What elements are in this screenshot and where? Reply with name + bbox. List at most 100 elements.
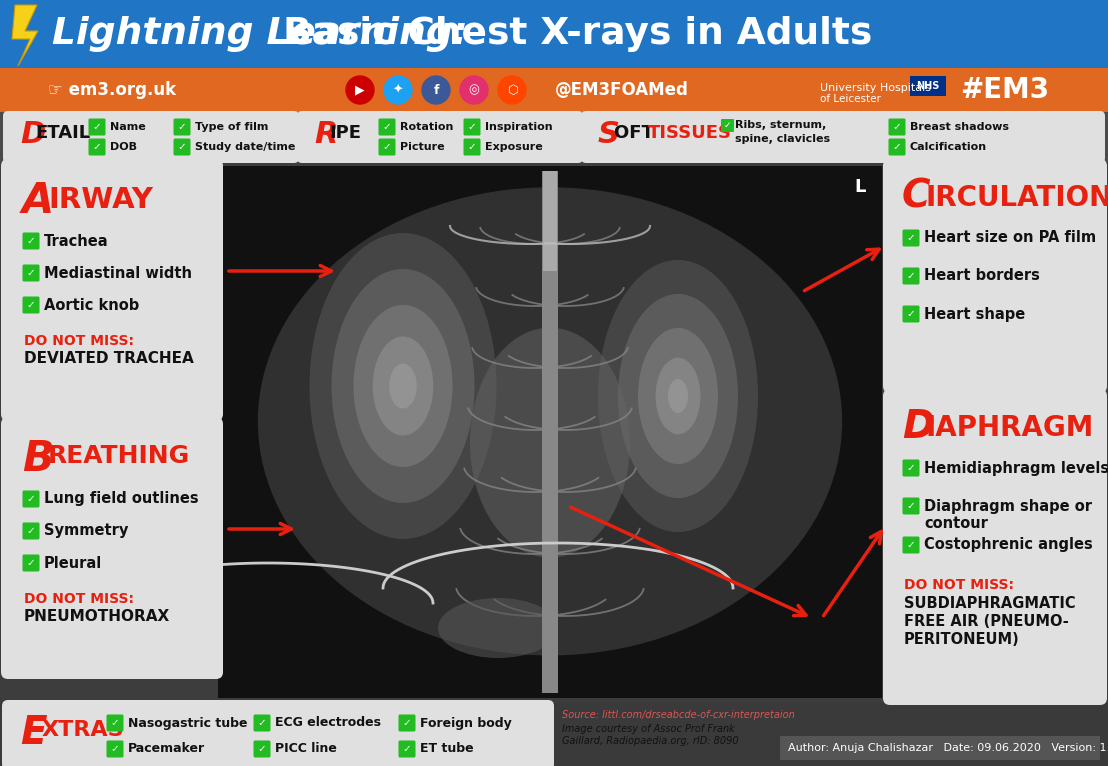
Circle shape <box>346 76 375 104</box>
Text: DEVIATED TRACHEA: DEVIATED TRACHEA <box>24 351 194 366</box>
Ellipse shape <box>309 233 496 539</box>
Text: ET tube: ET tube <box>420 742 473 755</box>
Text: ECG electrodes: ECG electrodes <box>275 716 381 729</box>
Text: ✓: ✓ <box>27 494 35 504</box>
FancyBboxPatch shape <box>883 389 1107 705</box>
Text: TISSUES: TISSUES <box>648 124 732 142</box>
Text: PICC line: PICC line <box>275 742 337 755</box>
FancyBboxPatch shape <box>22 233 40 250</box>
Text: DO NOT MISS:: DO NOT MISS: <box>24 592 134 606</box>
FancyBboxPatch shape <box>297 111 583 163</box>
Bar <box>218 166 882 698</box>
FancyBboxPatch shape <box>22 522 40 539</box>
Ellipse shape <box>656 358 700 434</box>
Text: Picture: Picture <box>400 142 444 152</box>
Circle shape <box>497 76 526 104</box>
Bar <box>0 702 1108 766</box>
Circle shape <box>422 76 450 104</box>
Ellipse shape <box>618 294 738 498</box>
FancyBboxPatch shape <box>903 306 920 322</box>
Text: C: C <box>902 178 931 216</box>
Text: spine, clavicles: spine, clavicles <box>735 134 830 144</box>
Text: Mediastinal width: Mediastinal width <box>44 266 192 280</box>
Text: B: B <box>22 438 54 480</box>
Text: ✓: ✓ <box>258 718 266 728</box>
FancyBboxPatch shape <box>399 741 416 758</box>
Text: ✓: ✓ <box>468 122 476 132</box>
Text: E: E <box>20 714 47 752</box>
Text: DOB: DOB <box>110 142 137 152</box>
Ellipse shape <box>668 379 688 413</box>
FancyBboxPatch shape <box>22 264 40 281</box>
Polygon shape <box>12 5 38 66</box>
Text: Heart borders: Heart borders <box>924 269 1040 283</box>
Text: ✓: ✓ <box>906 309 915 319</box>
Text: Pacemaker: Pacemaker <box>129 742 205 755</box>
Text: Image courtesy of Assoc Prof Frank: Image courtesy of Assoc Prof Frank <box>562 724 735 734</box>
Bar <box>0 0 1108 68</box>
Text: Heart size on PA film: Heart size on PA film <box>924 231 1096 245</box>
Text: f: f <box>433 83 439 97</box>
Bar <box>910 76 946 96</box>
Circle shape <box>460 76 488 104</box>
Text: Name: Name <box>110 122 146 132</box>
Text: ✓: ✓ <box>906 501 915 511</box>
Text: Costophrenic angles: Costophrenic angles <box>924 538 1092 552</box>
Text: ✓: ✓ <box>93 122 101 132</box>
Text: ✓: ✓ <box>724 121 731 130</box>
Text: IPE: IPE <box>329 124 361 142</box>
FancyBboxPatch shape <box>174 119 191 136</box>
Text: Lung field outlines: Lung field outlines <box>44 492 198 506</box>
Text: Pleural: Pleural <box>44 555 102 571</box>
FancyBboxPatch shape <box>883 159 1107 393</box>
Text: Foreign body: Foreign body <box>420 716 512 729</box>
Bar <box>543 171 557 271</box>
Text: ✓: ✓ <box>893 122 902 132</box>
Text: Breast shadows: Breast shadows <box>910 122 1009 132</box>
Text: IRWAY: IRWAY <box>48 186 153 214</box>
Text: ✓: ✓ <box>27 236 35 246</box>
Text: S: S <box>598 120 620 149</box>
Text: ✓: ✓ <box>93 142 101 152</box>
Text: FREE AIR (PNEUMO-: FREE AIR (PNEUMO- <box>904 614 1069 629</box>
FancyBboxPatch shape <box>903 230 920 247</box>
Text: ✓: ✓ <box>27 558 35 568</box>
Text: Gaillard, Radiopaedia.org, rID: 8090: Gaillard, Radiopaedia.org, rID: 8090 <box>562 736 739 746</box>
Text: XTRAS: XTRAS <box>42 720 124 740</box>
FancyBboxPatch shape <box>463 119 481 136</box>
Text: ✓: ✓ <box>402 718 411 728</box>
Text: D: D <box>20 120 45 149</box>
Text: PNEUMOTHORAX: PNEUMOTHORAX <box>24 609 171 624</box>
Text: ✓: ✓ <box>258 744 266 754</box>
Text: OFT: OFT <box>614 124 660 142</box>
Text: ▶: ▶ <box>356 83 365 97</box>
Text: ✓: ✓ <box>906 463 915 473</box>
Text: ✓: ✓ <box>111 744 120 754</box>
Text: Exposure: Exposure <box>485 142 543 152</box>
FancyBboxPatch shape <box>2 700 554 766</box>
Text: NHS: NHS <box>916 81 940 91</box>
Ellipse shape <box>258 187 842 656</box>
FancyBboxPatch shape <box>379 119 396 136</box>
FancyBboxPatch shape <box>903 267 920 284</box>
Ellipse shape <box>372 336 433 436</box>
Text: @EM3FOAMed: @EM3FOAMed <box>555 81 689 99</box>
FancyBboxPatch shape <box>889 139 905 155</box>
Ellipse shape <box>598 260 758 532</box>
Text: Hemidiaphragm levels: Hemidiaphragm levels <box>924 460 1108 476</box>
Text: ETAIL: ETAIL <box>35 124 90 142</box>
Bar <box>542 171 558 693</box>
FancyBboxPatch shape <box>22 296 40 313</box>
Text: ✓: ✓ <box>906 271 915 281</box>
FancyBboxPatch shape <box>22 555 40 571</box>
Text: ✓: ✓ <box>382 122 391 132</box>
FancyBboxPatch shape <box>22 490 40 508</box>
Text: ✓: ✓ <box>27 300 35 310</box>
Text: Inspiration: Inspiration <box>485 122 553 132</box>
Text: Calcification: Calcification <box>910 142 987 152</box>
Text: ✦: ✦ <box>392 83 403 97</box>
FancyBboxPatch shape <box>106 715 123 732</box>
FancyBboxPatch shape <box>903 497 920 515</box>
Text: Diaphragm shape or: Diaphragm shape or <box>924 499 1092 513</box>
Text: D: D <box>902 408 934 446</box>
